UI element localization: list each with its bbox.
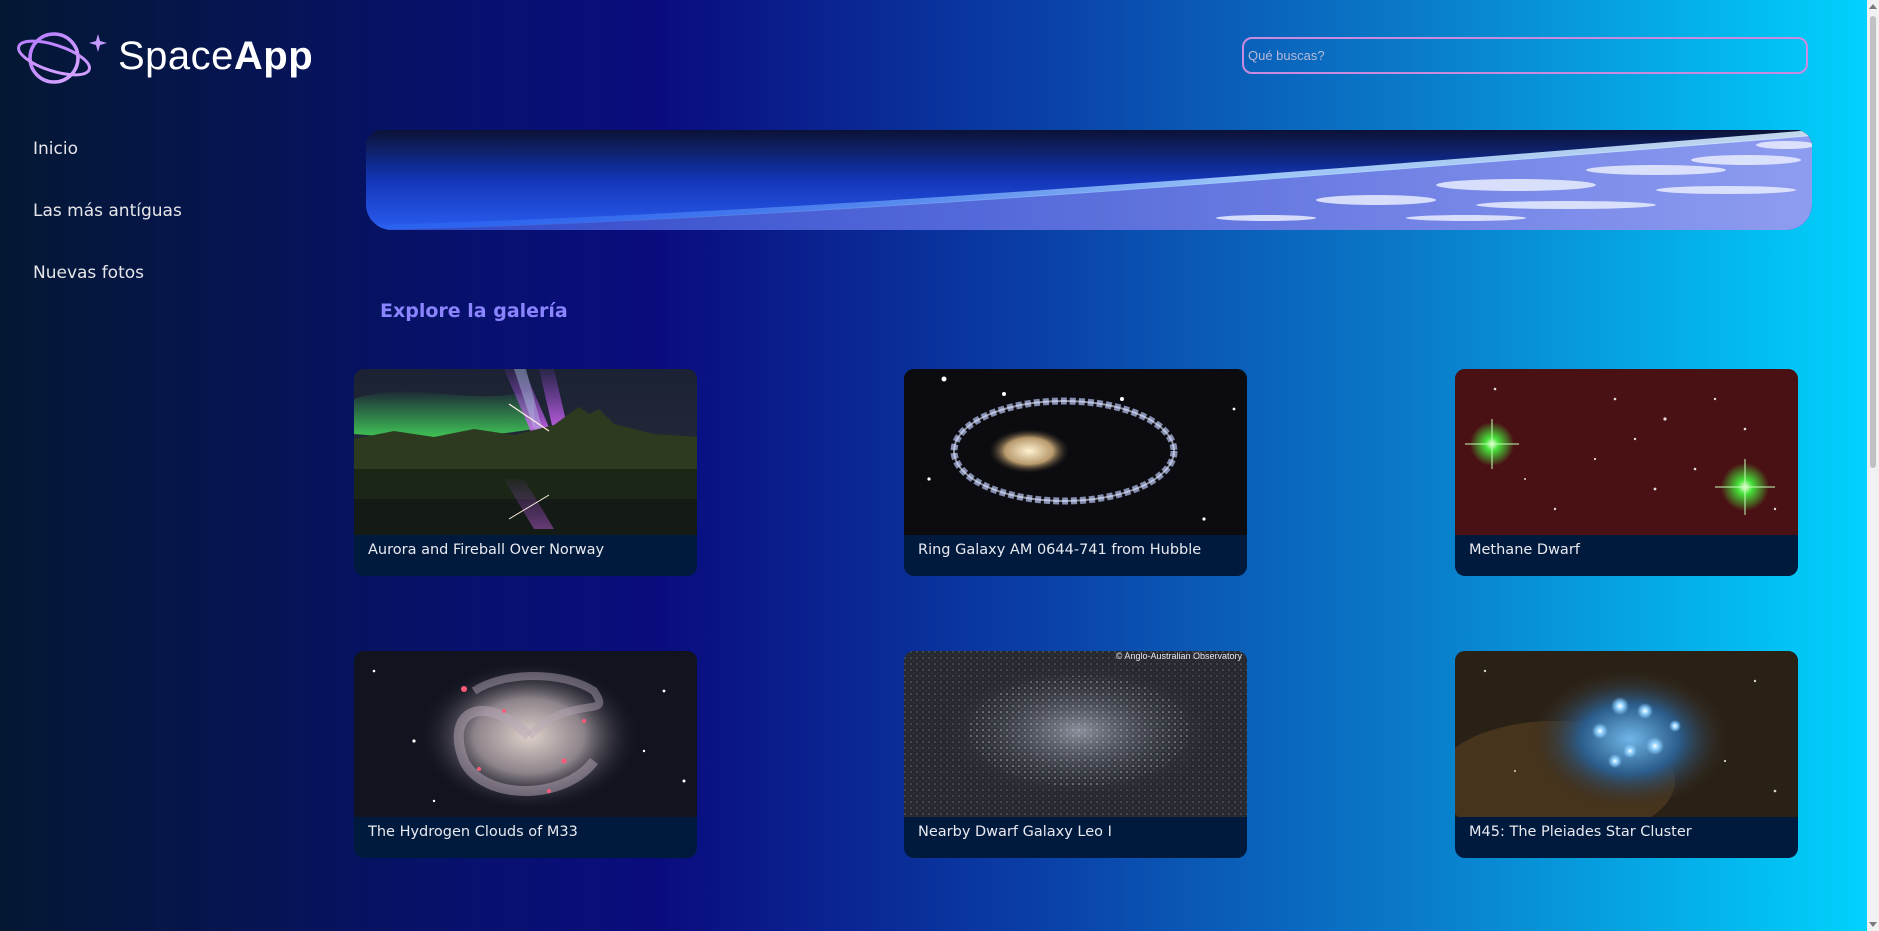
spaceapp-logo[interactable]: SpaceApp [16,24,313,88]
card-image [1455,651,1798,817]
search-box [1242,37,1808,74]
card-image: © Anglo-Australian Observatory [904,651,1247,817]
scroll-up-icon[interactable] [1869,4,1877,9]
card-caption: Ring Galaxy AM 0644-741 from Hubble [918,542,1202,558]
sidebar: Inicio Las más antíguas Nuevas fotos [33,130,293,316]
gallery-card[interactable]: The Hydrogen Clouds of M33 [354,651,697,858]
gallery-card[interactable]: M45: The Pleiades Star Cluster [1455,651,1798,858]
gallery-title: Explore la galería [380,300,568,322]
search-input[interactable] [1248,39,1806,72]
gallery-card[interactable]: Ring Galaxy AM 0644-741 from Hubble [904,369,1247,576]
hero-banner-image [366,130,1812,230]
planet-logo-icon [17,32,107,84]
card-caption: Nearby Dwarf Galaxy Leo I [918,824,1112,840]
brand-name-bold: App [233,33,314,78]
scroll-down-icon[interactable] [1869,922,1877,927]
gallery-card[interactable]: Methane Dwarf [1455,369,1798,576]
gallery-card[interactable]: © Anglo-Australian Observatory Nearby Dw… [904,651,1247,858]
sidebar-item-mas-antiguas[interactable]: Las más antíguas [33,201,182,221]
page-scrollbar[interactable] [1867,0,1879,931]
card-image [904,369,1247,535]
brand-name-light: Space [118,33,234,78]
sidebar-item-nuevas-fotos[interactable]: Nuevas fotos [33,263,144,283]
card-watermark: © Anglo-Australian Observatory [1116,651,1243,661]
card-image [1455,369,1798,535]
card-caption: M45: The Pleiades Star Cluster [1469,824,1692,840]
card-caption: The Hydrogen Clouds of M33 [368,824,578,840]
card-image [354,651,697,817]
gallery-card[interactable]: Aurora and Fireball Over Norway [354,369,697,576]
brand-name: SpaceApp [118,34,313,79]
card-caption: Aurora and Fireball Over Norway [368,542,605,558]
card-image [354,369,697,535]
scrollbar-thumb[interactable] [1870,16,1876,468]
sidebar-item-inicio[interactable]: Inicio [33,139,78,159]
card-caption: Methane Dwarf [1469,542,1580,558]
